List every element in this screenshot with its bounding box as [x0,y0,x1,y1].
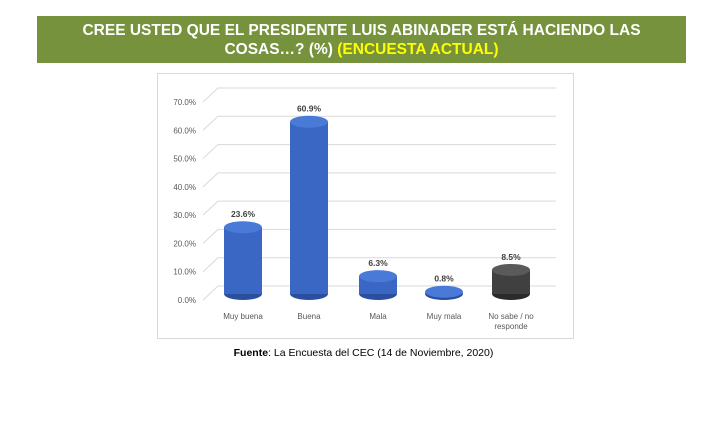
bar-chart: 0.0% 10.0% 20.0% 30.0% 40.0% 50.0% 60.0% 70.0% 2… [173,87,556,331]
title-highlight: (ENCUESTA ACTUAL) [337,40,499,58]
x-tick-label: Muy buena [223,312,263,321]
y-tick-label: 10.0% [173,268,196,277]
x-tick-label: Muy mala [427,312,462,321]
title-line-2: COSAS…? (%) (ENCUESTA ACTUAL) [224,40,498,59]
title-banner: CREE USTED QUE EL PRESIDENTE LUIS ABINAD… [37,16,686,63]
gridline [202,115,556,131]
gridline [202,144,556,159]
chart-area: 0.0% 10.0% 20.0% 30.0% 40.0% 50.0% 60.0% 70.0% 2… [157,73,574,339]
bar-top [425,285,463,298]
gridline [202,172,556,188]
bar-top [290,115,328,128]
data-label: 6.3% [368,258,388,268]
gridline [202,228,556,244]
x-tick-label: responde [494,322,528,331]
title-text: COSAS…? (%) [224,40,333,58]
data-label: 0.8% [434,274,454,284]
source-label: Fuente [233,347,269,359]
x-tick-label: No sabe / no [488,312,534,321]
y-tick-label: 20.0% [173,239,196,248]
y-tick-label: 50.0% [173,155,196,164]
x-tick-label: Buena [297,312,321,321]
y-tick-label: 70.0% [173,98,196,107]
y-tick-label: 30.0% [173,211,196,220]
bar-top [359,270,397,283]
source-note: Fuente: La Encuesta del CEC (14 de Novie… [0,347,727,359]
gridline [202,200,556,216]
bar [224,227,262,294]
y-tick-label: 40.0% [173,183,196,192]
bar-top [224,221,262,234]
y-tick-label: 60.0% [173,126,196,135]
title-line-1: CREE USTED QUE EL PRESIDENTE LUIS ABINAD… [82,21,641,39]
data-label: 23.6% [231,209,256,219]
gridline [202,257,556,273]
y-tick-label: 0.0% [178,296,196,305]
x-tick-label: Mala [369,312,387,321]
data-label: 60.9% [297,104,322,114]
gridline [202,87,556,103]
bar [290,121,328,294]
source-text: : La Encuesta del CEC (14 de Noviembre, … [268,347,494,359]
bar-top [492,263,530,276]
data-label: 8.5% [501,252,521,262]
